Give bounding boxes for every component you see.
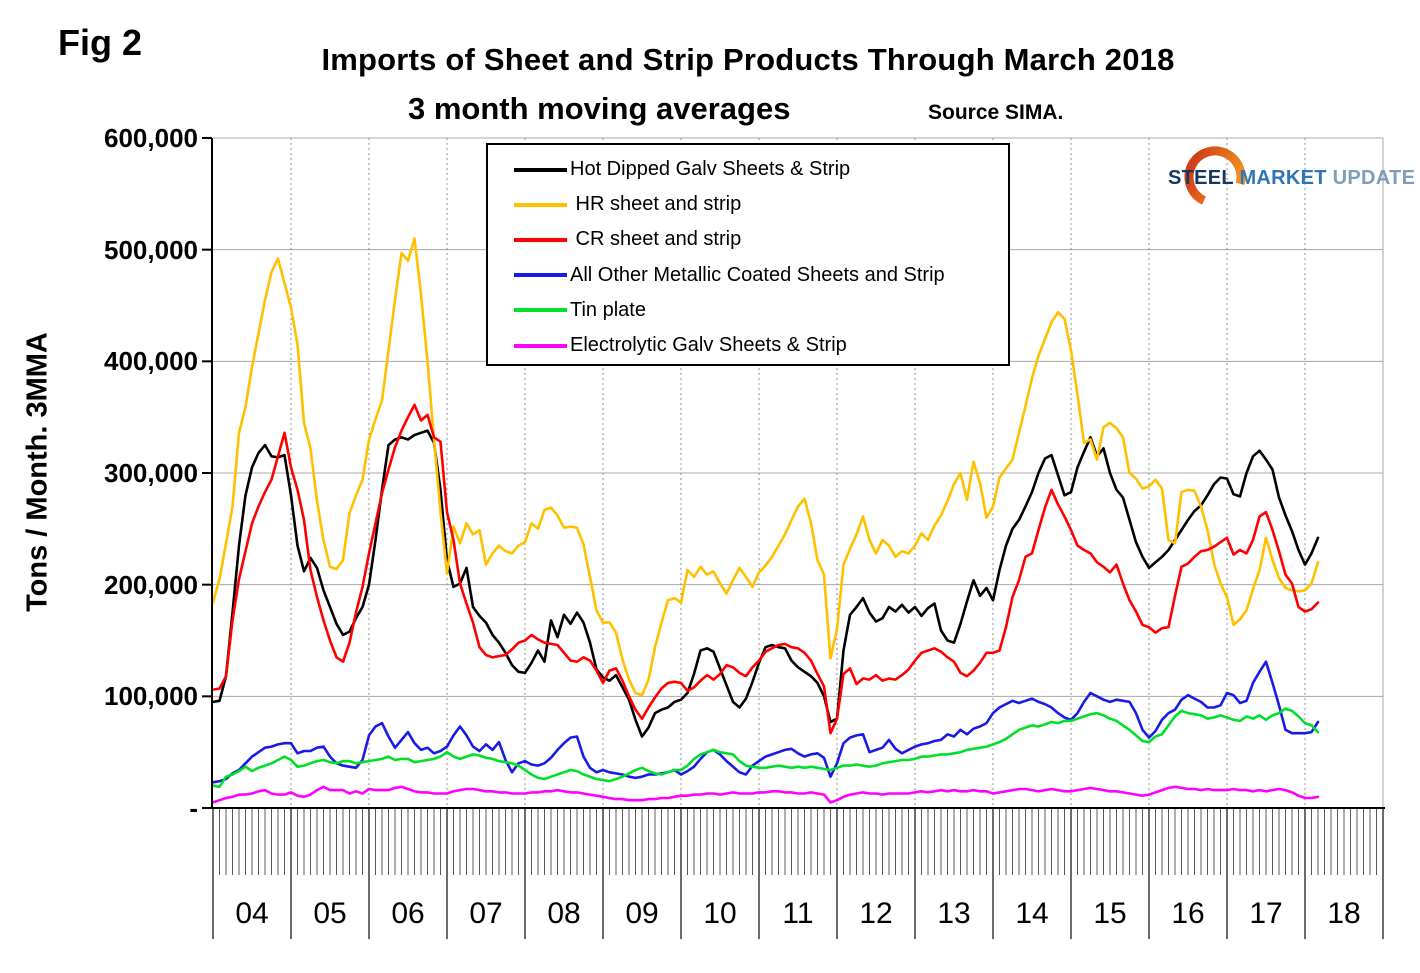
y-tick-label: 200,000 — [104, 569, 198, 600]
axis-ticks — [202, 137, 1384, 939]
legend-item: Hot Dipped Galv Sheets & Strip — [488, 152, 1008, 187]
legend-item-label: HR sheet and strip — [570, 193, 742, 216]
x-year-label: 13 — [937, 897, 971, 930]
x-year-label: 05 — [313, 897, 347, 930]
logo-text: STEEL MARKET UPDATE — [1168, 167, 1415, 190]
logo-word-market: MARKET — [1239, 167, 1327, 189]
logo-crescent-icon — [1184, 146, 1246, 208]
legend-item: Tin plate — [488, 293, 1008, 328]
legend-line-swatch-icon — [514, 202, 567, 207]
y-tick-label: 500,000 — [104, 234, 198, 265]
y-tick-label: - — [189, 793, 198, 823]
y-tick-label: 400,000 — [104, 346, 198, 377]
series-line-hr-sheet-and-strip — [211, 237, 1320, 697]
x-year-label: 08 — [547, 897, 581, 930]
x-year-label: 07 — [469, 897, 503, 930]
x-year-label: 14 — [1015, 897, 1049, 930]
legend: Hot Dipped Galv Sheets & Strip HR sheet … — [486, 143, 1010, 366]
series-line-electrolytic-galv-sheets-strip — [211, 785, 1320, 804]
legend-line-swatch-icon — [514, 167, 567, 172]
x-year-label: 18 — [1327, 897, 1361, 930]
data-series-lines — [211, 237, 1320, 804]
legend-item: HR sheet and strip — [488, 187, 1008, 222]
logo-word-steel: STEEL — [1168, 167, 1234, 189]
x-year-label: 09 — [625, 897, 659, 930]
steel-market-update-logo: STEEL MARKET UPDATE — [1160, 144, 1415, 212]
logo-word-update: UPDATE — [1332, 167, 1416, 189]
chart-title: Imports of Sheet and Strip Products Thro… — [321, 42, 1175, 77]
series-line-all-other-metallic-coated-sheets-and-strip — [211, 660, 1320, 784]
series-line-hot-dipped-galv-sheets-strip — [211, 429, 1320, 738]
x-year-label: 17 — [1249, 897, 1283, 930]
x-year-label: 04 — [235, 897, 269, 930]
x-year-label: 10 — [703, 897, 737, 930]
legend-item-label: Tin plate — [570, 298, 646, 321]
legend-item-label: Electrolytic Galv Sheets & Strip — [570, 334, 847, 357]
x-year-label: 11 — [782, 897, 814, 930]
y-tick-label: 300,000 — [104, 458, 198, 488]
x-year-label: 12 — [859, 897, 893, 930]
legend-line-swatch-icon — [514, 273, 567, 278]
y-tick-label: 100,000 — [104, 681, 198, 712]
series-line-cr-sheet-and-strip — [211, 403, 1320, 735]
chart-subtitle: 3 month moving averages — [408, 91, 791, 126]
series-line-tin-plate — [211, 707, 1320, 789]
x-year-label: 15 — [1093, 897, 1127, 930]
legend-item: All Other Metallic Coated Sheets and Str… — [488, 258, 1008, 293]
legend-item-label: CR sheet and strip — [570, 228, 742, 251]
legend-item: Electrolytic Galv Sheets & Strip — [488, 328, 1008, 363]
x-year-label: 16 — [1171, 897, 1205, 930]
legend-item-label: All Other Metallic Coated Sheets and Str… — [570, 263, 945, 286]
legend-item: CR sheet and strip — [488, 222, 1008, 257]
y-tick-label: 600,000 — [104, 123, 198, 153]
x-year-label: 06 — [391, 897, 425, 930]
figure-number-label: Fig 2 — [58, 22, 143, 63]
legend-line-swatch-icon — [514, 237, 567, 242]
legend-item-label: Hot Dipped Galv Sheets & Strip — [570, 158, 851, 181]
legend-line-swatch-icon — [514, 308, 567, 313]
source-label: Source SIMA. — [928, 101, 1064, 124]
legend-line-swatch-icon — [514, 343, 567, 348]
axis-frame — [211, 138, 1385, 809]
